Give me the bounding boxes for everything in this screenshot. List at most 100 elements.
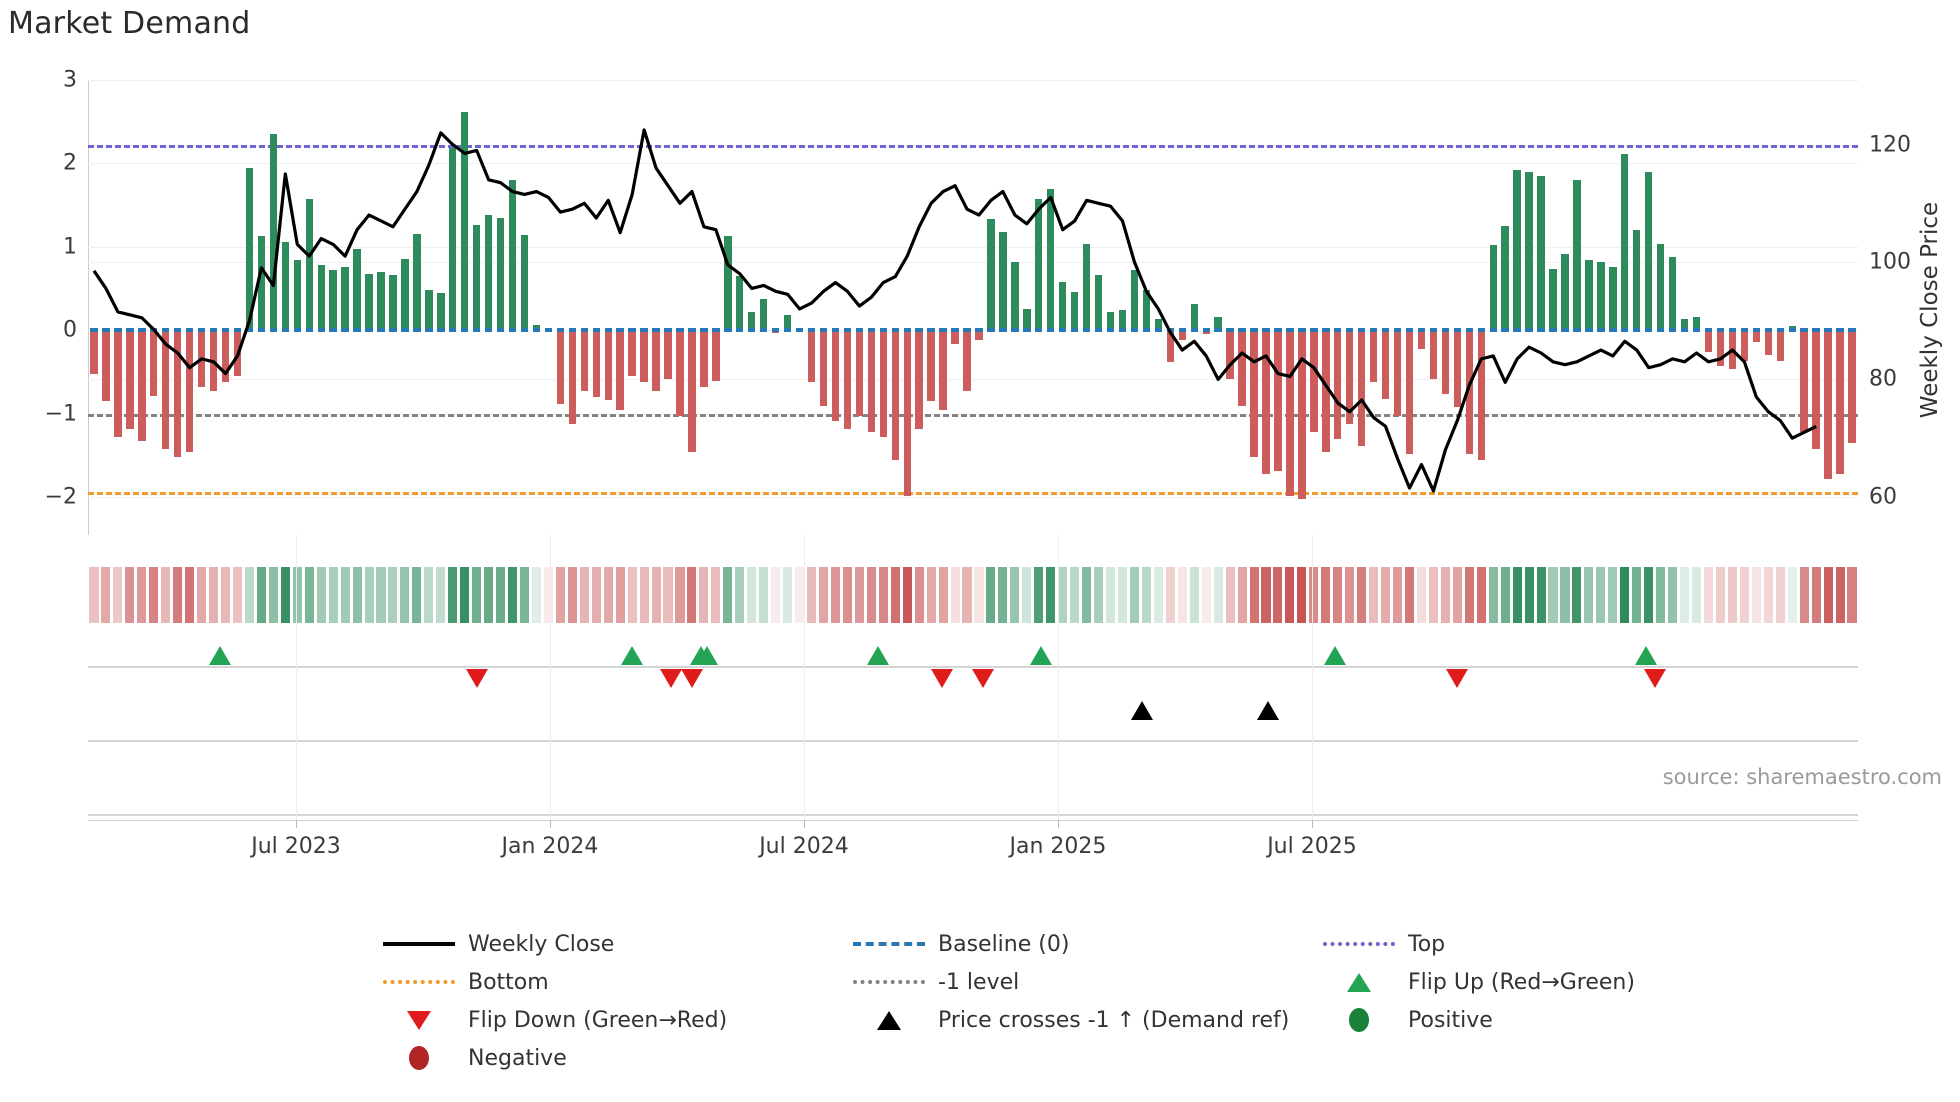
demand-bar [1118, 310, 1127, 331]
baseline-segment [197, 328, 206, 333]
intensity-cell [531, 567, 541, 623]
demand-bar [1369, 330, 1378, 383]
intensity-cell [651, 567, 661, 623]
demand-bar [1023, 308, 1031, 331]
intensity-cell [1129, 567, 1139, 623]
intensity-cell [1046, 567, 1056, 623]
demand-bar [1501, 226, 1509, 331]
baseline-segment [221, 328, 230, 333]
x-tick-label: Jul 2023 [251, 834, 341, 859]
gridline [88, 246, 1858, 248]
baseline-segment [1417, 328, 1426, 333]
intensity-cell [759, 567, 769, 623]
demand-bar [843, 330, 852, 429]
baseline-segment [1310, 328, 1318, 333]
legend-item-flip-down[interactable]: Flip Down (Green→Red) [380, 1008, 850, 1033]
demand-bar [987, 219, 995, 331]
legend-item-flip-up[interactable]: Flip Up (Red→Green) [1320, 970, 1790, 995]
legend-item-positive[interactable]: Positive [1320, 1008, 1790, 1033]
baseline-segment [317, 328, 325, 333]
intensity-cell [1153, 567, 1163, 623]
baseline-segment [1824, 328, 1832, 333]
demand-bar [748, 312, 756, 331]
demand-bar [1561, 253, 1569, 331]
demand-bar [891, 330, 899, 460]
flip-up-marker-icon [1030, 646, 1053, 665]
baseline-segment [1704, 328, 1713, 333]
baseline-segment [1429, 328, 1438, 333]
legend-item-weekly-close[interactable]: Weekly Close [380, 932, 850, 957]
baseline-segment [1190, 328, 1198, 333]
demand-bar [484, 215, 493, 331]
demand-bar [1453, 330, 1462, 408]
intensity-cell [735, 567, 745, 623]
legend-label: Flip Down (Green→Red) [468, 1007, 728, 1033]
demand-bar [1704, 330, 1713, 353]
demand-bar [1752, 330, 1761, 343]
intensity-cell [866, 567, 876, 623]
y-tick-label-left: 2 [63, 150, 77, 176]
price-cross-marker-icon [1131, 701, 1154, 720]
intensity-cell [149, 567, 159, 623]
baseline-segment [1633, 328, 1641, 333]
intensity-cell [1787, 567, 1797, 623]
gridline [88, 497, 1858, 499]
intensity-cell [1261, 567, 1271, 623]
intensity-cell [950, 567, 960, 623]
neg1-level-glyph-icon [853, 980, 925, 984]
legend-item-negative[interactable]: Negative [380, 1046, 850, 1071]
demand-bar [102, 330, 110, 402]
baseline-segment [1764, 328, 1772, 333]
y-tick-label-left: 3 [63, 67, 77, 93]
demand-bar [1405, 330, 1414, 454]
legend-item-price-cross[interactable]: Price crosses -1 ↑ (Demand ref) [850, 1008, 1320, 1033]
baseline-segment [425, 328, 433, 333]
baseline-segment [736, 328, 744, 333]
intensity-cell [1727, 567, 1737, 623]
y-tick-label-left: −1 [44, 401, 77, 427]
intensity-cell [1799, 567, 1809, 623]
intensity-cell [1488, 567, 1498, 623]
legend-item-neg1-level[interactable]: -1 level [850, 970, 1320, 995]
flip-up-marker-icon [621, 646, 644, 665]
intensity-cell [842, 567, 852, 623]
intensity-cell [1201, 567, 1211, 623]
baseline-segment [1788, 328, 1796, 333]
intensity-cell [101, 567, 111, 623]
demand-bar [1214, 317, 1222, 331]
demand-bar [1250, 330, 1258, 458]
demand-bar [616, 330, 624, 410]
baseline-segment [1525, 328, 1533, 333]
intensity-cell [1022, 567, 1032, 623]
demand-bar [1178, 330, 1186, 340]
gridline [88, 379, 1858, 381]
demand-bar [1154, 318, 1163, 331]
intensity-cell [460, 567, 470, 623]
flip-down-marker-icon [971, 669, 994, 688]
intensity-cell [1082, 567, 1092, 623]
baseline-segment [640, 328, 648, 333]
intensity-cell [1333, 567, 1343, 623]
intensity-cell [256, 567, 266, 623]
demand-bar [162, 330, 170, 449]
intensity-cell [1105, 567, 1116, 623]
baseline-segment [819, 328, 828, 333]
intensity-cell [388, 567, 398, 623]
x-tick-mark [1057, 820, 1059, 828]
intensity-cell [1847, 567, 1857, 623]
intensity-cell [1632, 567, 1642, 623]
legend-item-baseline[interactable]: Baseline (0) [850, 932, 1320, 957]
baseline-segment [1178, 328, 1186, 333]
baseline-segment [556, 328, 565, 333]
baseline-segment [341, 328, 349, 333]
demand-bar [1525, 171, 1533, 331]
intensity-cell [1416, 567, 1426, 623]
intensity-cell [424, 567, 434, 623]
demand-bar [1047, 188, 1055, 331]
demand-bar [221, 330, 230, 383]
intensity-cell [1010, 567, 1020, 623]
demand-bar [472, 225, 481, 331]
legend-item-top[interactable]: Top [1320, 932, 1790, 957]
legend-item-bottom[interactable]: Bottom [380, 970, 850, 995]
baseline-segment [1130, 328, 1139, 333]
